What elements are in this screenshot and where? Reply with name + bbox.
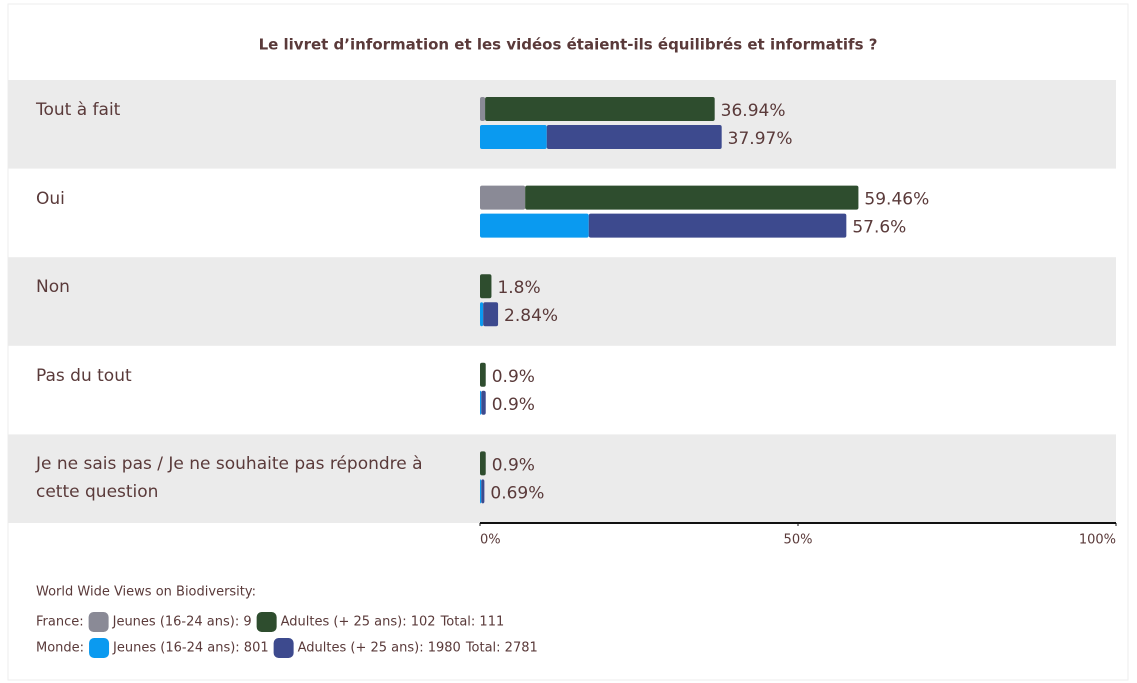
row-band <box>8 257 1116 346</box>
legend-group: Monde: <box>36 641 84 656</box>
legend-label: Adultes (+ 25 ans): 102 <box>281 615 436 630</box>
x-tick-label: 100% <box>1079 533 1116 548</box>
row-band <box>8 434 1116 523</box>
legend-swatch <box>89 638 110 658</box>
legend-label: Adultes (+ 25 ans): 1980 <box>298 641 461 656</box>
category-label: Oui <box>36 188 65 209</box>
category-label: Je ne sais pas / Je ne souhaite pas répo… <box>36 454 423 503</box>
value-label: 37.97% <box>728 129 793 149</box>
bar-segment <box>483 302 499 327</box>
bar-segment <box>485 97 715 121</box>
value-label: 0.69% <box>490 483 544 503</box>
row-band <box>8 80 1116 169</box>
bar-segment <box>525 185 859 210</box>
bar-segment <box>480 125 547 149</box>
bar-segment <box>480 274 492 299</box>
x-tick-label: 50% <box>784 533 813 548</box>
value-label: 2.84% <box>504 306 558 326</box>
bar-segment <box>480 451 486 476</box>
x-tick-label: 0% <box>480 533 501 548</box>
legend-group: France: <box>36 615 84 630</box>
chart-title: Le livret d’information et les vidéos ét… <box>259 36 878 54</box>
legend-swatch <box>88 612 109 632</box>
value-label: 1.8% <box>497 278 540 298</box>
bar-segment <box>481 390 486 415</box>
bar-segment <box>480 362 486 387</box>
bar-segment <box>546 125 722 149</box>
bar-segment <box>480 390 482 415</box>
value-label: 59.46% <box>864 190 929 210</box>
bar-segment <box>480 185 526 210</box>
value-label: 36.94% <box>721 101 786 121</box>
legend-swatch <box>273 638 294 658</box>
legend-title: World Wide Views on Biodiversity: <box>36 585 256 600</box>
legend-label: Jeunes (16-24 ans): 801 <box>112 641 269 656</box>
legend-label: Jeunes (16-24 ans): 9 <box>112 615 252 630</box>
legend-total: Total: 111 <box>440 615 505 630</box>
bar-segment <box>480 97 486 121</box>
category-label: Tout à fait <box>36 100 121 120</box>
value-label: 0.9% <box>492 455 535 475</box>
value-label: 57.6% <box>852 218 906 238</box>
category-label: Non <box>36 277 70 298</box>
legend-total: Total: 2781 <box>465 641 538 656</box>
bar-segment <box>480 213 589 238</box>
bar-segment <box>481 479 485 504</box>
value-label: 0.9% <box>492 395 535 415</box>
bar-segment <box>480 479 482 504</box>
value-label: 0.9% <box>492 367 535 387</box>
legend-swatch <box>256 612 277 632</box>
bar-segment <box>480 302 484 327</box>
category-label: Pas du tout <box>36 365 132 386</box>
bar-segment <box>588 213 847 238</box>
